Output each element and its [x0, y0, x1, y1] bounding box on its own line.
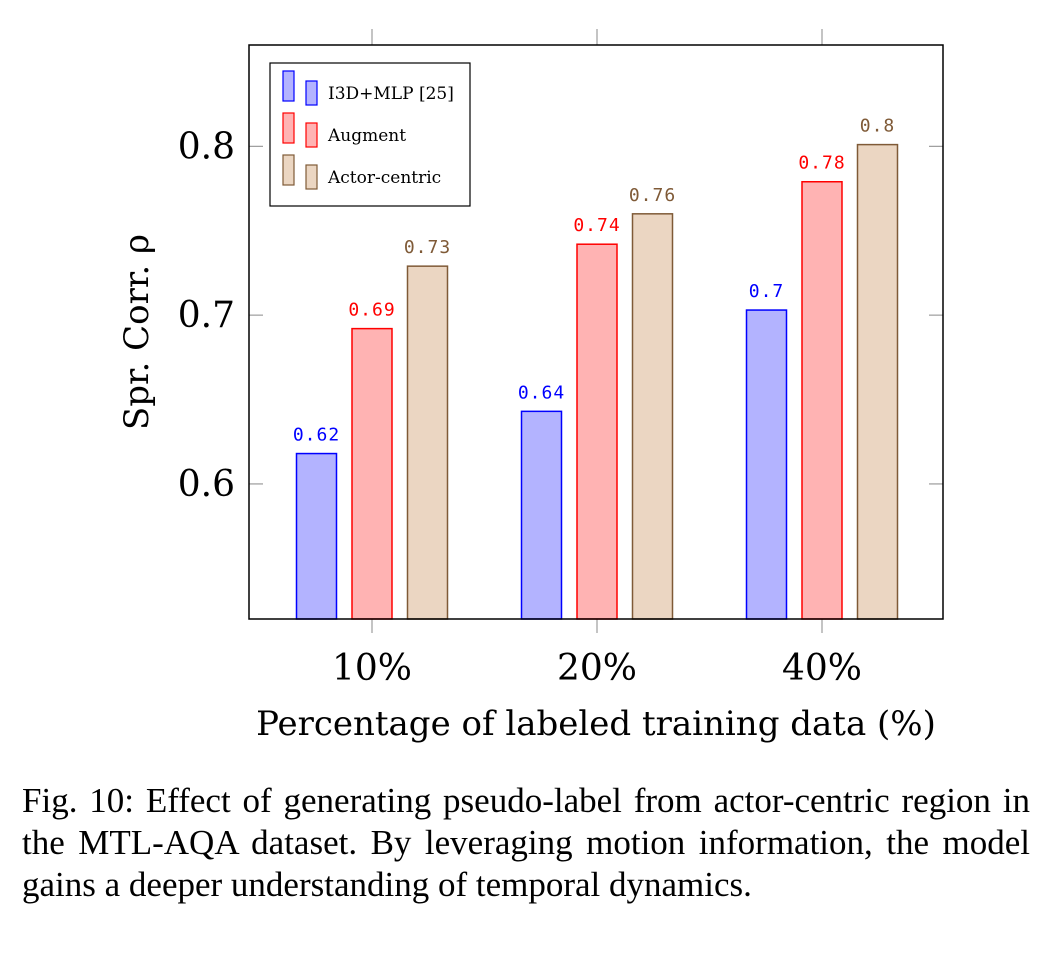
- legend-swatch: [305, 122, 318, 148]
- y-tick-label: 0.6: [178, 464, 235, 505]
- legend-item: I3D+MLP [25]: [282, 70, 454, 106]
- legend-swatch: [282, 154, 295, 186]
- x-tick-label: 40%: [782, 648, 862, 689]
- bar: [351, 327, 393, 620]
- legend-swatch: [282, 70, 295, 102]
- data-label: 0.76: [629, 185, 676, 206]
- bar-chart: 0.620.690.730.640.740.760.70.780.8 0.60.…: [117, 29, 944, 744]
- data-labels: 0.62 0.69 0.73 0.64 0.74 0.76 0.7 0.78 0.8: [293, 116, 896, 446]
- y-tick-label: 0.8: [178, 126, 235, 167]
- bar: [631, 213, 674, 620]
- data-label: 0.7: [749, 281, 785, 302]
- bar: [520, 410, 563, 620]
- data-label: 0.78: [798, 153, 845, 174]
- axis-ticks: [249, 29, 943, 633]
- legend: I3D+MLP [25] Augment Actor-centric: [269, 62, 471, 207]
- bars: [295, 143, 899, 620]
- bar: [856, 143, 899, 620]
- figure-caption: Fig. 10: Effect of generating pseudo-lab…: [22, 781, 1030, 904]
- bar: [406, 265, 449, 620]
- legend-swatch: [305, 80, 318, 106]
- x-tick-label: 20%: [557, 648, 637, 689]
- x-axis-label: Percentage of labeled training data (%): [256, 704, 936, 744]
- y-tick-labels: 0.6 0.7 0.8: [178, 126, 235, 505]
- data-label: 0.69: [348, 300, 395, 321]
- legend-item: Augment: [282, 112, 406, 148]
- legend-box: [269, 62, 471, 207]
- data-label: 0.64: [518, 382, 565, 403]
- data-label: 0.62: [293, 425, 340, 446]
- bar: [745, 309, 788, 620]
- plot-frame: [248, 44, 944, 620]
- legend-item: Actor-centric: [282, 154, 441, 190]
- bar: [576, 243, 618, 620]
- data-label: 0.73: [404, 237, 451, 258]
- x-tick-labels: 10% 20% 40%: [332, 648, 862, 689]
- x-tick-label: 10%: [332, 648, 412, 689]
- y-tick-label: 0.7: [178, 295, 235, 336]
- legend-swatch: [282, 112, 295, 144]
- data-label: 0.8: [860, 116, 896, 137]
- bar: [801, 180, 843, 620]
- legend-label: I3D+MLP [25]: [328, 84, 454, 104]
- legend-label: Augment: [327, 126, 406, 146]
- legend-label: Actor-centric: [327, 168, 441, 188]
- bar: [295, 452, 338, 620]
- y-axis-label: Spr. Corr. ρ: [117, 234, 157, 430]
- data-label: 0.74: [573, 215, 620, 236]
- legend-swatch: [305, 164, 318, 190]
